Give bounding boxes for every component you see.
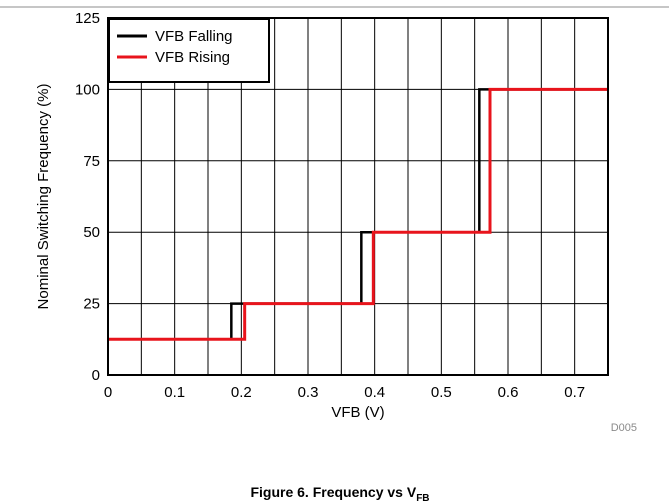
x-tick-label: 0.7: [564, 384, 585, 401]
x-tick-label: 0.5: [431, 384, 452, 401]
series-line-vfb-rising: [108, 87, 608, 341]
y-tick-label: 50: [83, 224, 100, 241]
y-tick-label: 125: [75, 10, 100, 27]
caption-text: Figure 6. Frequency vs V: [250, 484, 416, 500]
y-tick-label: 0: [92, 367, 100, 384]
legend-box: [108, 18, 270, 83]
y-tick-label: 25: [83, 296, 100, 313]
y-tick-label: 100: [75, 81, 100, 98]
x-tick-label: 0.3: [298, 384, 319, 401]
legend-label: VFB Falling: [155, 28, 233, 45]
y-tick-labels: 0 25 50 75 100 125: [75, 10, 100, 384]
plot-frame: [107, 17, 609, 376]
series-line-vfb-falling: [108, 88, 608, 341]
x-tick-label: 0.4: [364, 384, 385, 401]
grid: [108, 18, 608, 375]
x-tick-label: 0: [104, 384, 112, 401]
x-tick-label: 0.2: [231, 384, 252, 401]
figure-caption: Figure 6. Frequency vs VFB: [250, 484, 429, 502]
x-tick-label: 0.6: [498, 384, 519, 401]
x-tick-labels: 0 0.1 0.2 0.3 0.4 0.5 0.6 0.7: [104, 384, 585, 401]
legend-label: VFB Rising: [155, 49, 230, 66]
y-tick-label: 75: [83, 153, 100, 170]
figure-id: D005: [611, 422, 637, 434]
y-axis-title: Nominal Switching Frequency (%): [35, 84, 52, 310]
x-axis-title: VFB (V): [331, 404, 384, 421]
caption-subscript: FB: [416, 493, 429, 502]
x-tick-label: 0.1: [164, 384, 185, 401]
legend: VFB Falling VFB Rising: [108, 18, 270, 83]
series-layer: [108, 87, 608, 341]
